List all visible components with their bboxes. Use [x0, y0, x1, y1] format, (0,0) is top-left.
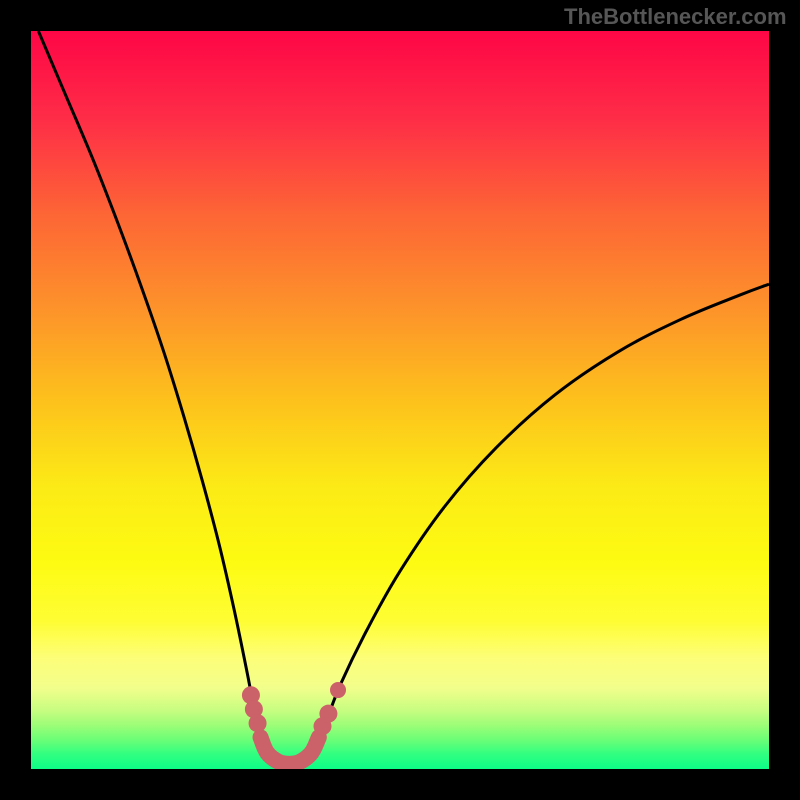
curve-overlay — [31, 31, 769, 769]
chart-container: TheBottlenecker.com — [0, 0, 800, 800]
watermark-label: TheBottlenecker.com — [564, 4, 787, 30]
